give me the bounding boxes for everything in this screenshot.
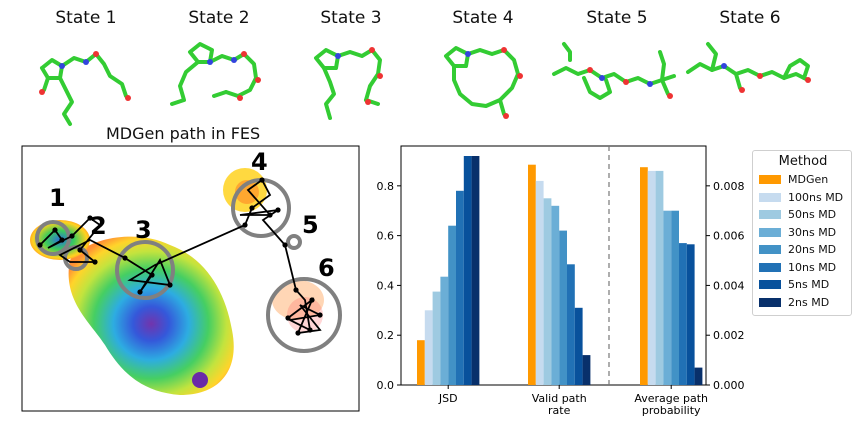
legend-swatch [759, 227, 781, 237]
bar-2ns-md-2 [694, 367, 703, 385]
fes-state-marker-5: 5 [302, 211, 319, 239]
legend-item: 2ns MD [759, 294, 847, 312]
bar-30ns-md-2 [663, 210, 672, 385]
left-tick-label: 0.6 [377, 230, 395, 243]
fes-state-marker-2: 2 [90, 212, 107, 240]
bar-5ns-md-1 [574, 307, 583, 385]
bar-50ns-md-2 [655, 170, 664, 385]
axis-layer: 0.0 0.2 0.4 0.6 0.8 0.000 0.002 0.004 0.006 0.008… [377, 180, 745, 417]
right-tick-label: 0.006 [713, 230, 745, 243]
bar-100ns-md-0 [424, 310, 433, 385]
legend-swatch [759, 210, 781, 220]
bar-100ns-md-2 [647, 170, 656, 385]
bar-5ns-md-2 [686, 244, 695, 385]
bar-50ns-md-1 [543, 198, 552, 385]
bar-50ns-md-0 [432, 291, 441, 385]
right-tick-label: 0.002 [713, 329, 745, 342]
fes-path-points [37, 177, 323, 336]
state-label-3: State 3 [320, 8, 382, 28]
category-label-0: JSD [438, 392, 458, 405]
category-label-2: Average path probability [634, 392, 708, 417]
legend-label: 10ns MD [788, 260, 837, 274]
bar-20ns-md-1 [559, 230, 567, 385]
legend-item: 30ns MD [759, 224, 847, 242]
legend-label: 30ns MD [788, 225, 837, 239]
bar-30ns-md-1 [551, 205, 560, 386]
legend-swatch [759, 192, 781, 202]
bar-2ns-md-0 [471, 156, 480, 385]
left-tick-label: 0.4 [377, 279, 395, 292]
legend-item: 20ns MD [759, 241, 847, 259]
bar-5ns-md-0 [463, 156, 472, 385]
bar-20ns-md-0 [448, 225, 456, 385]
bar-2ns-md-1 [582, 355, 591, 385]
left-tick-label: 0.2 [377, 329, 395, 342]
legend-swatch [759, 175, 781, 185]
fes-state-marker-3: 3 [135, 216, 152, 244]
state-label-1: State 1 [55, 8, 117, 28]
fes-title: MDGen path in FES [106, 124, 261, 143]
molecule-state-1 [40, 52, 128, 126]
legend: Method MDGen 100ns MD 50ns MD 30ns MD 20ns M… [752, 150, 852, 316]
legend-label: MDGen [788, 173, 829, 187]
state-label-2: State 2 [188, 8, 250, 28]
bar-mdgen-1 [528, 164, 536, 385]
right-tick-label: 0.004 [713, 279, 745, 292]
legend-label: 20ns MD [788, 243, 837, 257]
right-tick-label: 0.008 [713, 180, 745, 193]
legend-swatch [759, 280, 781, 290]
right-tick-label: 0.000 [713, 379, 745, 392]
state-label-4: State 4 [452, 8, 514, 28]
state-label-6: State 6 [719, 8, 781, 28]
legend-swatch [759, 297, 781, 307]
left-tick-label: 0.0 [377, 379, 395, 392]
bar-30ns-md-0 [440, 276, 449, 385]
fes-state-circles [35, 178, 342, 353]
fes-state-marker-4: 4 [251, 148, 268, 176]
legend-items: MDGen 100ns MD 50ns MD 30ns MD 20ns MD 10ns M… [759, 171, 847, 311]
bar-mdgen-0 [417, 340, 425, 385]
legend-label: 5ns MD [788, 278, 830, 292]
bar-10ns-md-0 [456, 190, 464, 385]
legend-item: MDGen [759, 171, 847, 189]
state-label-5: State 5 [586, 8, 648, 28]
left-tick-label: 0.8 [377, 180, 395, 193]
bar-mdgen-2 [640, 167, 648, 385]
fes-state-marker-6: 6 [318, 254, 335, 282]
molecule-state-2 [170, 42, 258, 106]
legend-item: 5ns MD [759, 276, 847, 294]
bar-100ns-md-1 [535, 180, 544, 385]
legend-swatch [759, 262, 781, 272]
legend-swatch [759, 245, 781, 255]
legend-item: 10ns MD [759, 259, 847, 277]
bar-10ns-md-1 [567, 264, 575, 385]
legend-label: 2ns MD [788, 295, 830, 309]
bar-layer [417, 156, 703, 386]
category-label-1: Valid path rate [532, 392, 587, 417]
bar-10ns-md-2 [679, 243, 687, 385]
legend-title: Method [778, 154, 828, 169]
legend-label: 50ns MD [788, 208, 837, 222]
fes-state-marker-1: 1 [49, 184, 66, 212]
molecule-state-6 [686, 42, 810, 90]
bar-20ns-md-2 [671, 210, 679, 385]
legend-item: 50ns MD [759, 206, 847, 224]
molecule-structures [39, 42, 811, 126]
molecule-state-5 [552, 42, 676, 100]
legend-label: 100ns MD [788, 190, 844, 204]
molecule-state-4 [444, 46, 520, 116]
legend-item: 100ns MD [759, 189, 847, 207]
